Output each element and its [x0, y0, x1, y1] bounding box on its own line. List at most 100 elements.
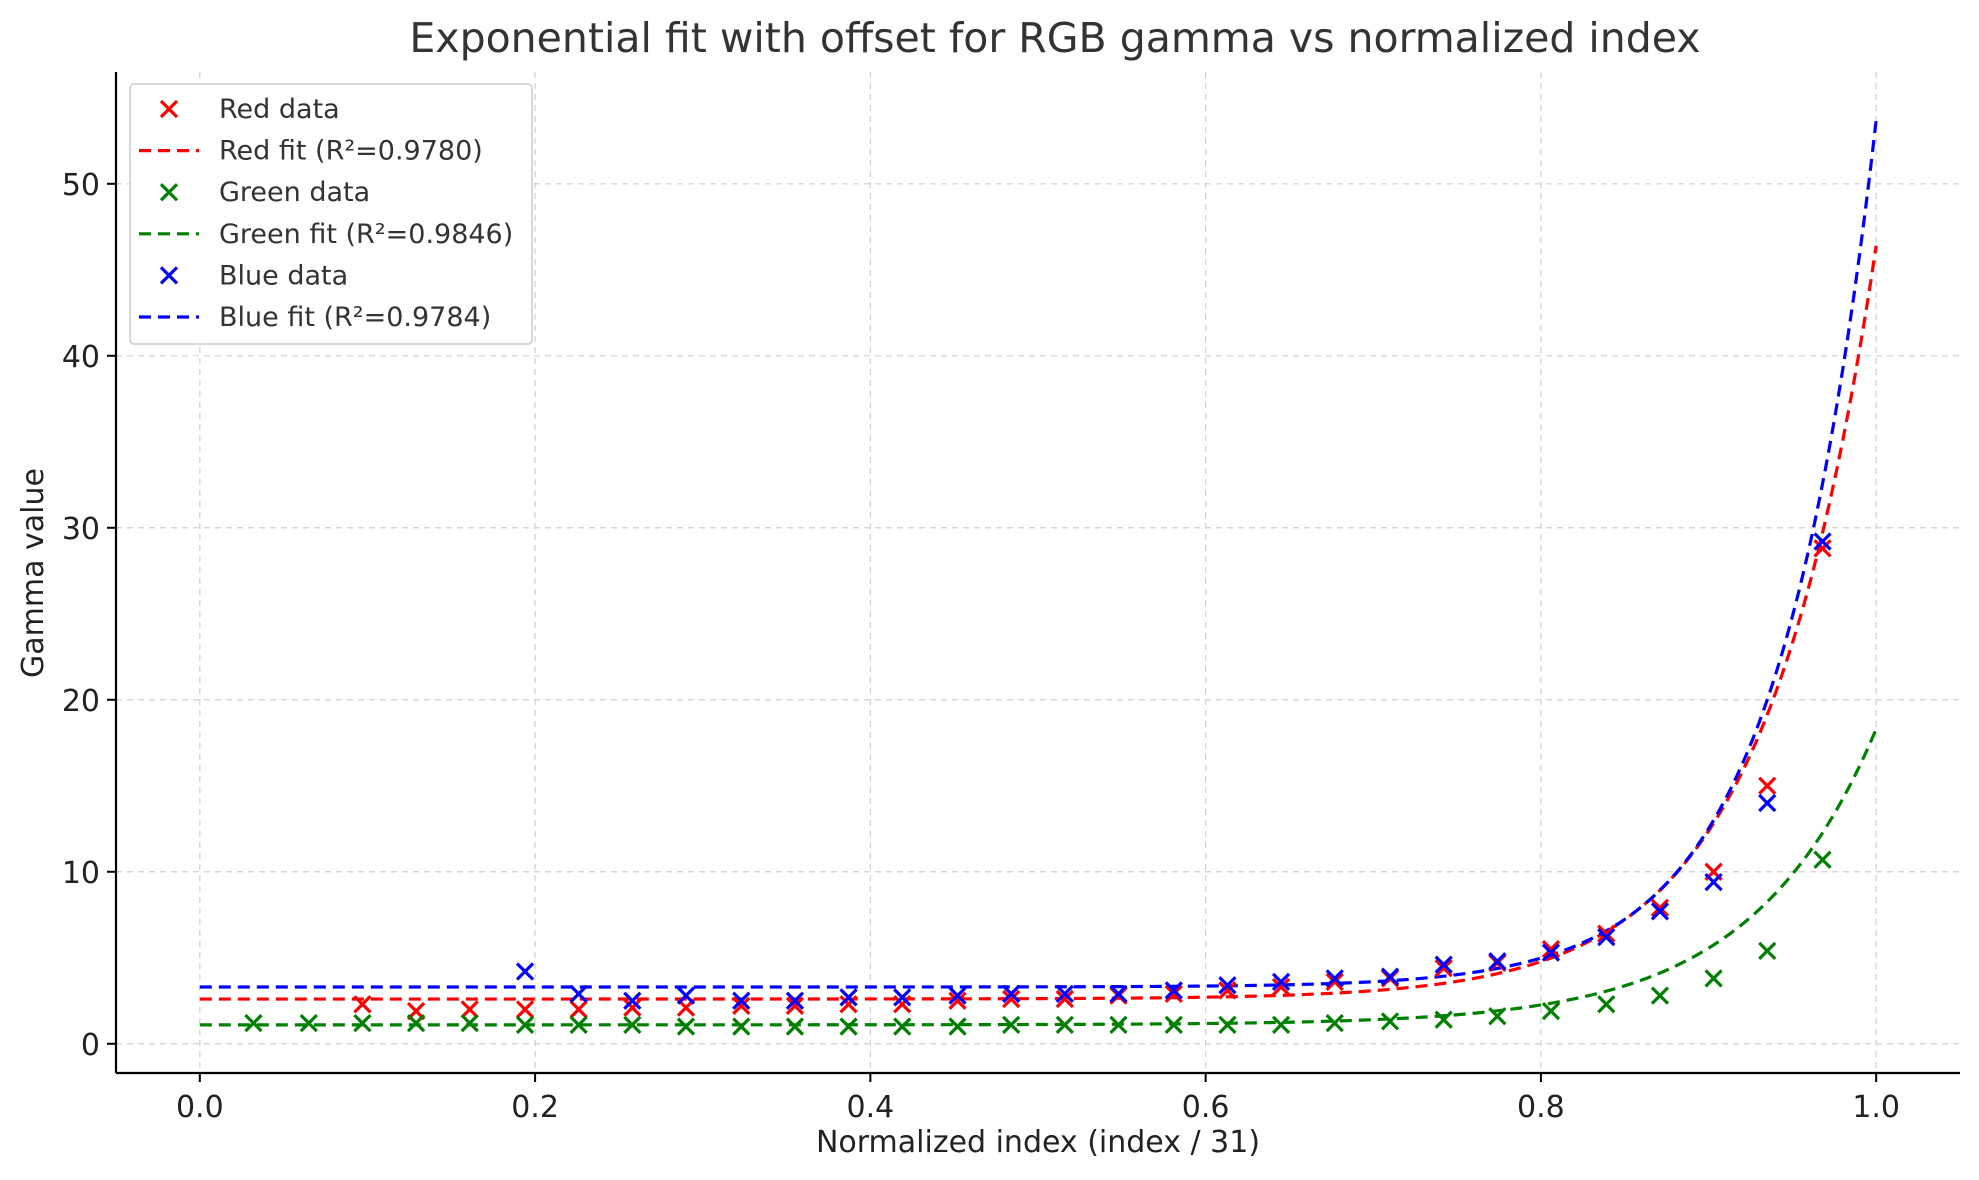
- data-point-green: [406, 1013, 426, 1033]
- data-points: [244, 532, 1832, 1036]
- legend: Red data Red fit (R²=0.9780) Green data Gre…: [129, 83, 533, 345]
- data-point-green: [839, 1017, 858, 1036]
- y-tick-label: 10: [62, 856, 100, 891]
- data-point-red: [839, 995, 858, 1014]
- data-point-red: [623, 998, 642, 1017]
- y-ticks: 0 10 20 30 40 50: [62, 168, 116, 1063]
- legend-entry-green-data: Green data: [159, 177, 370, 208]
- legend-label: Blue fit (R²=0.9784): [219, 302, 491, 333]
- data-point-red: [1055, 989, 1074, 1009]
- data-point-green: [460, 1013, 479, 1033]
- data-point-red: [353, 995, 372, 1014]
- data-point-green: [1650, 986, 1670, 1005]
- data-point-blue: [1380, 967, 1400, 986]
- data-point-green: [1271, 1015, 1291, 1034]
- data-point-blue: [1109, 984, 1128, 1004]
- axes: [114, 72, 1960, 1075]
- legend-entry-blue-fit-r-0-9784: Blue fit (R²=0.9784): [139, 302, 491, 333]
- data-point-green: [1813, 850, 1832, 869]
- data-point-red: [1434, 958, 1453, 978]
- data-point-green: [1218, 1015, 1237, 1034]
- legend-marker: [159, 99, 179, 119]
- data-point-red: [785, 996, 805, 1016]
- data-point-blue: [1218, 976, 1237, 995]
- y-tick-label: 20: [62, 684, 100, 719]
- data-point-green: [785, 1017, 805, 1036]
- data-point-blue: [515, 962, 535, 981]
- data-point-blue: [1650, 902, 1670, 921]
- x-tick-label: 0.2: [511, 1090, 559, 1125]
- data-point-red: [948, 991, 967, 1010]
- legend-marker: [159, 183, 179, 202]
- x-tick-label: 0.4: [847, 1090, 895, 1125]
- data-point-red: [1650, 898, 1670, 918]
- data-point-green: [1597, 995, 1616, 1014]
- y-tick-label: 30: [62, 512, 100, 547]
- data-point-red: [1002, 989, 1021, 1009]
- fit-curves: [199, 119, 1878, 1027]
- legend-label: Red data: [219, 94, 340, 125]
- data-point-red: [1813, 539, 1832, 558]
- data-point-red: [732, 996, 751, 1016]
- data-point-green: [1758, 941, 1777, 961]
- fit-curve-green: [199, 728, 1878, 1027]
- data-point-green: [676, 1017, 696, 1036]
- data-point-blue: [732, 991, 751, 1010]
- x-axis-label: Normalized index (index / 31): [816, 1125, 1260, 1160]
- data-point-blue: [839, 988, 858, 1007]
- data-point-blue: [1271, 972, 1291, 991]
- legend-label: Green fit (R²=0.9846): [219, 219, 513, 250]
- data-point-green: [893, 1017, 912, 1036]
- legend-entry-blue-data: Blue data: [159, 260, 348, 291]
- data-point-blue: [1704, 872, 1723, 892]
- y-tick-label: 40: [62, 340, 100, 375]
- legend-entry-green-fit-r-0-9846: Green fit (R²=0.9846): [139, 219, 513, 250]
- data-point-green: [732, 1017, 751, 1036]
- legend-label: Blue data: [219, 260, 348, 291]
- data-point-red: [1218, 981, 1237, 1000]
- y-axis-label: Gamma value: [16, 468, 51, 678]
- fit-curve-blue: [199, 119, 1878, 989]
- data-point-blue: [1597, 927, 1616, 947]
- data-point-green: [1704, 969, 1723, 988]
- legend-entry-red-fit-r-0-9780: Red fit (R²=0.9780): [139, 136, 483, 167]
- data-point-green: [1541, 1001, 1561, 1021]
- x-tick-label: 0.8: [1517, 1090, 1565, 1125]
- data-point-blue: [1488, 952, 1507, 971]
- x-tick-label: 0.0: [176, 1090, 224, 1125]
- data-point-red: [893, 995, 912, 1014]
- data-point-blue: [676, 986, 696, 1005]
- x-tick-label: 0.6: [1182, 1090, 1230, 1125]
- chart-title: Exponential fit with offset for RGB gamm…: [409, 14, 1700, 62]
- data-point-green: [948, 1017, 967, 1036]
- y-tick-label: 0: [81, 1028, 100, 1063]
- grid: [116, 72, 1960, 1073]
- data-point-blue: [785, 991, 805, 1010]
- data-point-red: [515, 1000, 535, 1019]
- data-point-blue: [623, 991, 642, 1010]
- data-point-green: [569, 1015, 588, 1034]
- legend-label: Green data: [219, 177, 370, 208]
- data-point-blue: [569, 984, 588, 1004]
- data-point-red: [1164, 984, 1183, 1004]
- data-point-red: [569, 1000, 588, 1019]
- data-point-green: [353, 1013, 372, 1033]
- legend-marker: [159, 266, 179, 285]
- data-point-green: [1434, 1010, 1453, 1029]
- legend-label: Red fit (R²=0.9780): [219, 136, 483, 167]
- data-point-blue: [1541, 943, 1561, 962]
- legend-entry-red-data: Red data: [159, 94, 340, 125]
- data-point-green: [623, 1015, 642, 1034]
- fit-curve-red: [199, 245, 1878, 1001]
- data-point-blue: [1164, 981, 1183, 1000]
- data-point-green: [1109, 1015, 1128, 1034]
- data-point-green: [1325, 1013, 1344, 1033]
- data-point-red: [1541, 940, 1561, 959]
- data-point-blue: [1758, 793, 1777, 813]
- data-point-green: [244, 1013, 263, 1033]
- data-point-red: [1758, 776, 1777, 795]
- x-ticks: 0.0 0.2 0.4 0.6 0.8 1.0: [176, 1073, 1900, 1125]
- data-point-blue: [893, 988, 912, 1007]
- data-point-blue: [1325, 969, 1344, 988]
